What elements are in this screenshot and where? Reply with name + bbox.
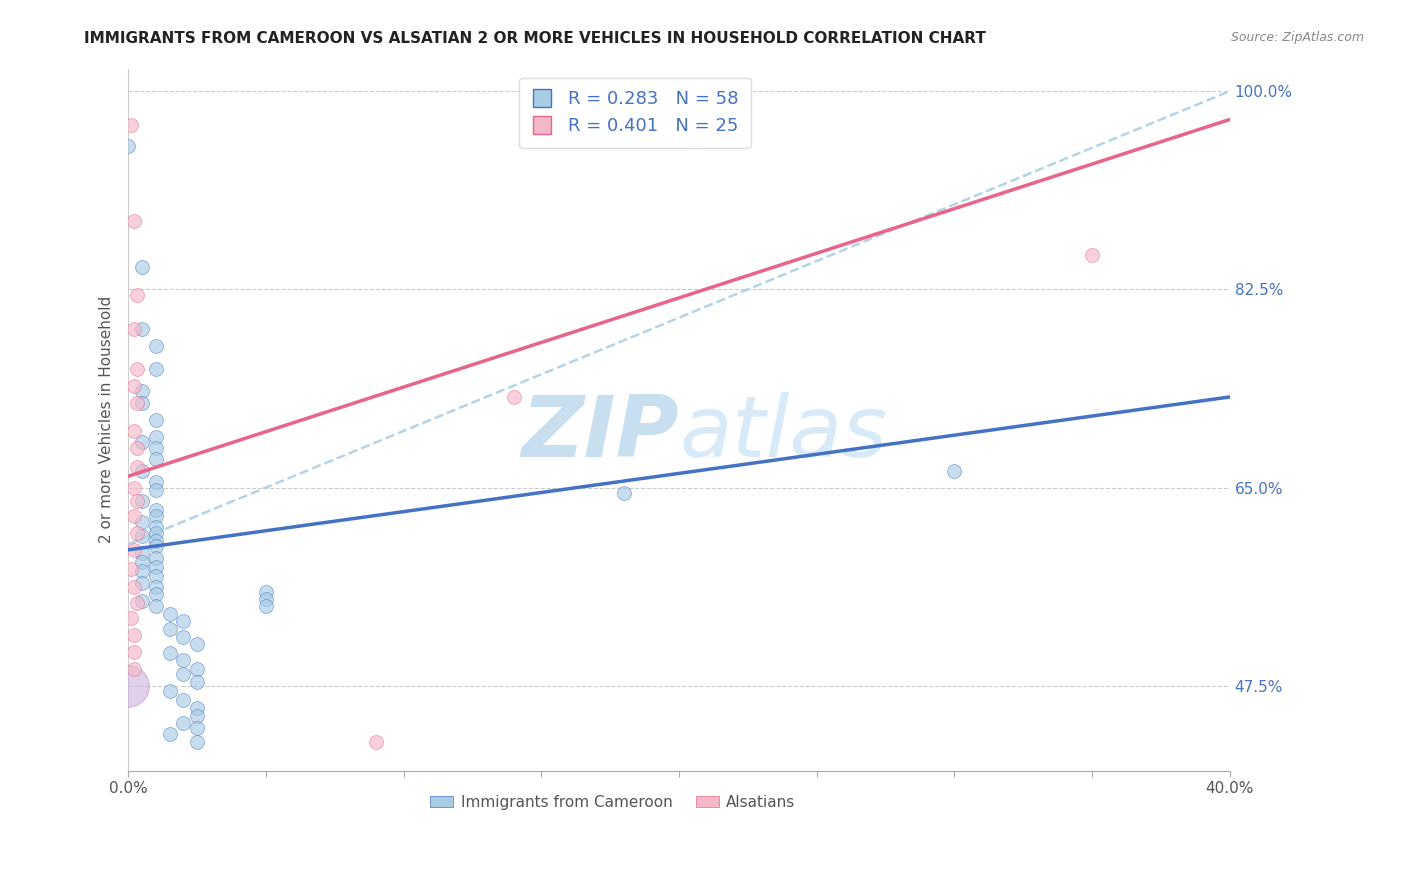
Point — [186, 701, 208, 715]
Point — [131, 555, 153, 569]
Point — [145, 525, 167, 540]
Point — [145, 550, 167, 565]
Point — [172, 693, 194, 707]
Point — [172, 667, 194, 681]
Point — [131, 575, 153, 590]
Point — [186, 675, 208, 690]
Point — [186, 662, 208, 676]
Point — [131, 395, 153, 409]
Point — [122, 645, 145, 659]
Point — [145, 599, 167, 614]
Text: atlas: atlas — [679, 392, 887, 475]
Point — [125, 596, 148, 610]
Point — [125, 494, 148, 508]
Point — [122, 580, 145, 594]
Point — [131, 546, 153, 560]
Point — [131, 464, 153, 478]
Text: IMMIGRANTS FROM CAMEROON VS ALSATIAN 2 OR MORE VEHICLES IN HOUSEHOLD CORRELATION: IMMIGRANTS FROM CAMEROON VS ALSATIAN 2 O… — [84, 31, 986, 46]
Point — [145, 559, 167, 574]
Point — [502, 390, 524, 404]
Point — [186, 735, 208, 749]
Point — [120, 562, 142, 576]
Point — [172, 630, 194, 644]
Point — [131, 565, 153, 579]
Point — [122, 662, 145, 676]
Point — [145, 569, 167, 583]
Point — [254, 591, 277, 606]
Point — [122, 508, 145, 523]
Point — [145, 429, 167, 443]
Point — [131, 594, 153, 608]
Point — [125, 460, 148, 475]
Point — [145, 533, 167, 548]
Point — [186, 709, 208, 723]
Point — [131, 515, 153, 529]
Point — [131, 384, 153, 399]
Point — [159, 646, 181, 660]
Point — [159, 684, 181, 698]
Point — [125, 525, 148, 540]
Point — [145, 540, 167, 554]
Point — [145, 412, 167, 426]
Point — [145, 580, 167, 594]
Point — [145, 452, 167, 467]
Point — [122, 378, 145, 392]
Point — [145, 503, 167, 517]
Point — [145, 587, 167, 601]
Point — [159, 622, 181, 636]
Point — [145, 483, 167, 497]
Point — [145, 475, 167, 489]
Point — [122, 542, 145, 557]
Point — [117, 679, 139, 693]
Legend: Immigrants from Cameroon, Alsatians: Immigrants from Cameroon, Alsatians — [425, 789, 801, 815]
Point — [186, 721, 208, 735]
Point — [159, 607, 181, 622]
Y-axis label: 2 or more Vehicles in Household: 2 or more Vehicles in Household — [100, 296, 114, 543]
Point — [943, 464, 966, 478]
Point — [145, 361, 167, 376]
Point — [145, 508, 167, 523]
Point — [254, 584, 277, 599]
Point — [159, 727, 181, 741]
Point — [122, 481, 145, 495]
Point — [122, 214, 145, 228]
Text: Source: ZipAtlas.com: Source: ZipAtlas.com — [1230, 31, 1364, 45]
Point — [145, 441, 167, 455]
Point — [172, 716, 194, 731]
Point — [364, 735, 387, 749]
Point — [172, 653, 194, 667]
Point — [131, 529, 153, 543]
Point — [131, 260, 153, 274]
Point — [145, 520, 167, 534]
Point — [120, 118, 142, 132]
Point — [125, 441, 148, 455]
Text: ZIP: ZIP — [522, 392, 679, 475]
Point — [131, 435, 153, 450]
Point — [122, 322, 145, 336]
Point — [120, 611, 142, 625]
Point — [172, 614, 194, 628]
Point — [125, 288, 148, 302]
Point — [125, 361, 148, 376]
Point — [122, 628, 145, 642]
Point — [122, 424, 145, 438]
Point — [131, 494, 153, 508]
Point — [117, 138, 139, 153]
Point — [1081, 248, 1104, 262]
Point — [131, 322, 153, 336]
Point — [613, 486, 636, 500]
Point — [254, 599, 277, 614]
Point — [125, 395, 148, 409]
Point — [186, 637, 208, 651]
Point — [145, 339, 167, 353]
